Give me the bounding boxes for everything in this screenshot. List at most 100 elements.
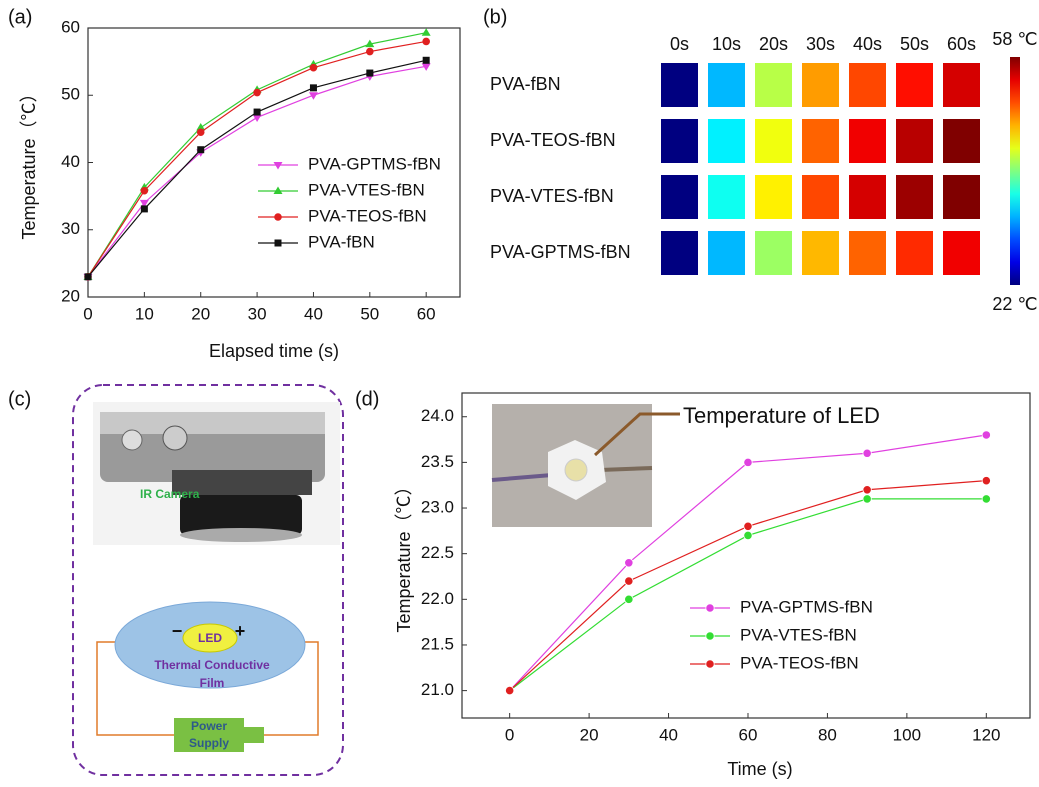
legend-label: PVA-GPTMS-fBN (308, 154, 441, 173)
camera-label: IR Camera (140, 487, 200, 501)
x-tick-label: 40 (659, 725, 678, 744)
marker (982, 495, 990, 503)
y-tick-label: 50 (61, 85, 80, 104)
y-tick-label: 23.0 (421, 498, 454, 517)
heat-cell (802, 119, 839, 163)
heat-cell (849, 175, 886, 219)
marker (744, 522, 752, 530)
x-tick-label: 30 (248, 304, 267, 323)
led-photo (492, 404, 680, 527)
marker (863, 486, 871, 494)
heat-cell (708, 63, 745, 107)
marker (625, 595, 633, 603)
heat-cell (755, 231, 792, 275)
marker (863, 495, 871, 503)
heat-cell (849, 231, 886, 275)
x-tick-label: 20 (191, 304, 210, 323)
setup-diagram (73, 385, 343, 775)
marker (744, 531, 752, 539)
marker (275, 240, 282, 247)
heat-cell (661, 119, 698, 163)
x-tick-label: 100 (893, 725, 921, 744)
legend-label: PVA-GPTMS-fBN (740, 597, 873, 616)
heat-cell (896, 63, 933, 107)
y-tick-label: 21.0 (421, 680, 454, 699)
marker (197, 146, 204, 153)
heat-cell (896, 119, 933, 163)
marker (274, 162, 283, 170)
marker (744, 458, 752, 466)
led-label: LED (198, 631, 222, 645)
annotation: Temperature of LED (683, 403, 880, 428)
heat-cell (755, 63, 792, 107)
row-label: PVA-TEOS-fBN (490, 130, 616, 150)
power-label: Supply (189, 736, 229, 750)
x-tick-label: 20 (580, 725, 599, 744)
marker (863, 449, 871, 457)
column-label: 30s (806, 34, 835, 54)
marker (422, 38, 430, 46)
marker (505, 686, 513, 694)
marker (625, 577, 633, 585)
legend-label: PVA-VTES-fBN (308, 180, 425, 199)
heat-cell (802, 63, 839, 107)
camera-dial (163, 426, 187, 450)
row-label: PVA-fBN (490, 74, 561, 94)
y-tick-label: 24.0 (421, 406, 454, 425)
colorbar (1010, 57, 1020, 285)
marker (706, 632, 714, 640)
x-tick-label: 80 (818, 725, 837, 744)
column-label: 40s (853, 34, 882, 54)
heat-cell (943, 119, 980, 163)
panel-label: (d) (355, 388, 379, 410)
y-tick-label: 23.5 (421, 452, 454, 471)
row-label: PVA-VTES-fBN (490, 186, 614, 206)
marker (310, 84, 317, 91)
heat-cell (802, 231, 839, 275)
y-tick-label: 30 (61, 219, 80, 238)
row-label: PVA-GPTMS-fBN (490, 242, 631, 262)
marker (625, 559, 633, 567)
marker (141, 205, 148, 212)
power-label: Power (191, 719, 227, 733)
column-label: 10s (712, 34, 741, 54)
y-tick-label: 40 (61, 152, 80, 171)
panel-label: (a) (8, 6, 32, 28)
marker (310, 64, 318, 72)
marker (706, 604, 714, 612)
film-label: Thermal Conductive (154, 658, 270, 672)
panel-label: (b) (483, 6, 507, 28)
legend-label: PVA-fBN (308, 232, 375, 251)
y-tick-label: 22.0 (421, 589, 454, 608)
heat-cell (802, 175, 839, 219)
x-tick-label: 50 (360, 304, 379, 323)
column-label: 50s (900, 34, 929, 54)
film-label: Film (200, 676, 225, 690)
legend-label: PVA-VTES-fBN (740, 625, 857, 644)
heat-cell (755, 119, 792, 163)
lens-front (180, 528, 302, 542)
camera-dial (122, 430, 142, 450)
x-axis-title: Time (s) (727, 759, 792, 779)
legend-label: PVA-TEOS-fBN (740, 653, 859, 672)
marker (366, 70, 373, 77)
x-tick-label: 60 (417, 304, 436, 323)
x-tick-label: 10 (135, 304, 154, 323)
marker (366, 48, 374, 56)
y-tick-label: 20 (61, 286, 80, 305)
marker (85, 273, 92, 280)
x-axis-title: Elapsed time (s) (209, 341, 339, 361)
marker (274, 187, 283, 195)
heat-cell (708, 231, 745, 275)
marker (982, 476, 990, 484)
minus-label: − (172, 621, 183, 641)
marker (253, 114, 262, 122)
marker (423, 57, 430, 64)
x-tick-label: 40 (304, 304, 323, 323)
marker (982, 431, 990, 439)
y-tick-label: 60 (61, 17, 80, 36)
heat-cell (708, 119, 745, 163)
marker (254, 109, 261, 116)
heat-cell (849, 119, 886, 163)
heat-cell (943, 231, 980, 275)
